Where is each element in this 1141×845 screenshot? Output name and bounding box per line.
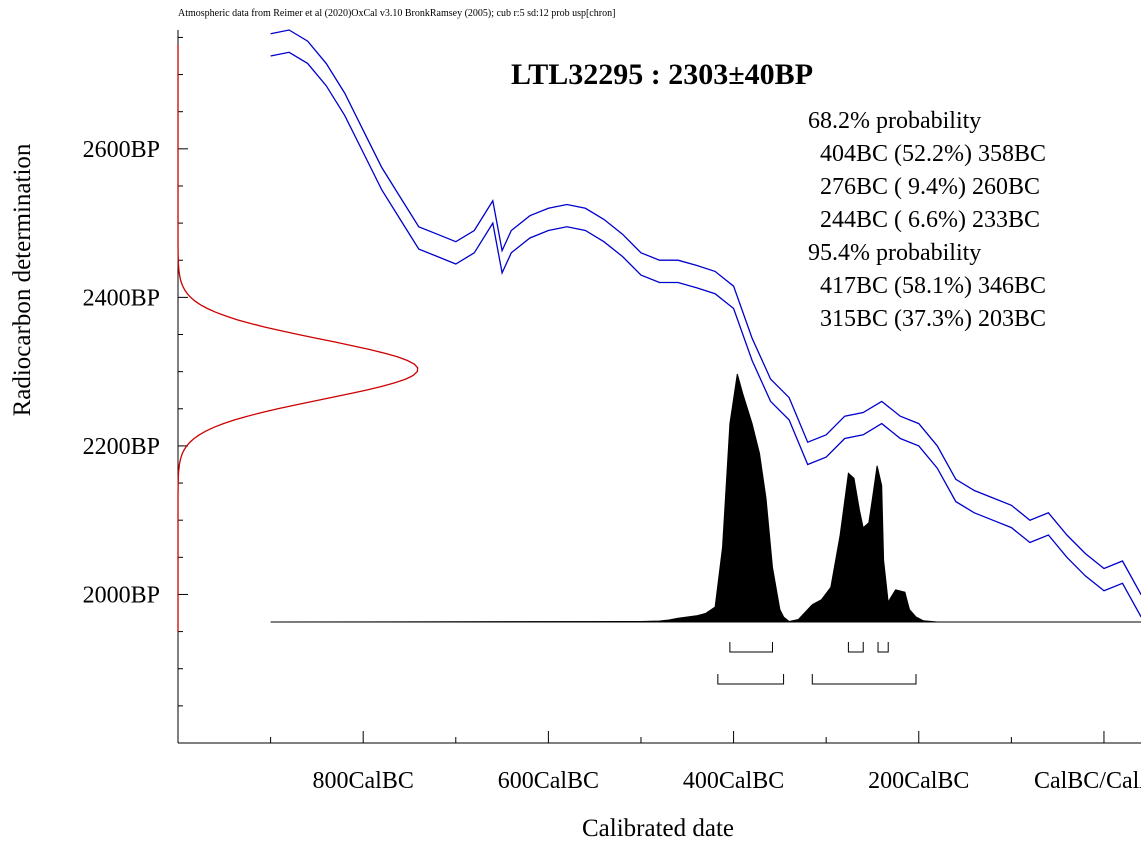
x-tick-label: 800CalBC <box>313 768 414 794</box>
x-tick-label: 200CalBC <box>868 768 969 794</box>
chart-title: LTL32295 : 2303±40BP <box>511 58 813 91</box>
range-bracket-68 <box>877 642 889 653</box>
range-bracket-68 <box>847 642 864 653</box>
x-axis-label: Calibrated date <box>582 815 734 842</box>
y-tick-label: 2400BP <box>83 285 160 311</box>
measurement-distribution <box>177 44 419 632</box>
chart-header-note: Atmospheric data from Reimer et al (2020… <box>178 8 615 19</box>
probability-range-text: 315BC (37.3%) 203BC <box>808 306 1046 332</box>
probability-range-text: 417BC (58.1%) 346BC <box>808 273 1046 299</box>
calibration-curve-lower <box>270 51 1141 618</box>
x-tick-label: 600CalBC <box>498 768 599 794</box>
y-tick-label: 2200BP <box>83 434 160 460</box>
range-bracket-68 <box>729 642 773 653</box>
y-tick-label: 2000BP <box>83 582 160 608</box>
x-tick-label: CalBC/CalAD <box>1034 768 1141 794</box>
calibrated-distribution <box>270 373 1141 623</box>
range-bracket-95 <box>811 674 917 685</box>
probability-range-text: 95.4% probability <box>808 240 981 266</box>
probability-range-text: 404BC (52.2%) 358BC <box>808 141 1046 167</box>
plot-area: 2600BP 2400BP 2200BP 2000BP 800CalBC 600CalBC… <box>83 29 1141 794</box>
probability-range-text: 68.2% probability <box>808 108 981 134</box>
probability-range-text: 244BC ( 6.6%) 233BC <box>808 207 1040 233</box>
y-axis-label: Radiocarbon determination <box>9 143 36 416</box>
calibration-curve-upper <box>270 29 1141 596</box>
x-tick-label: 400CalBC <box>683 768 784 794</box>
y-tick-label: 2600BP <box>83 137 160 163</box>
range-bracket-95 <box>717 674 785 685</box>
probability-range-text: 276BC ( 9.4%) 260BC <box>808 174 1040 200</box>
